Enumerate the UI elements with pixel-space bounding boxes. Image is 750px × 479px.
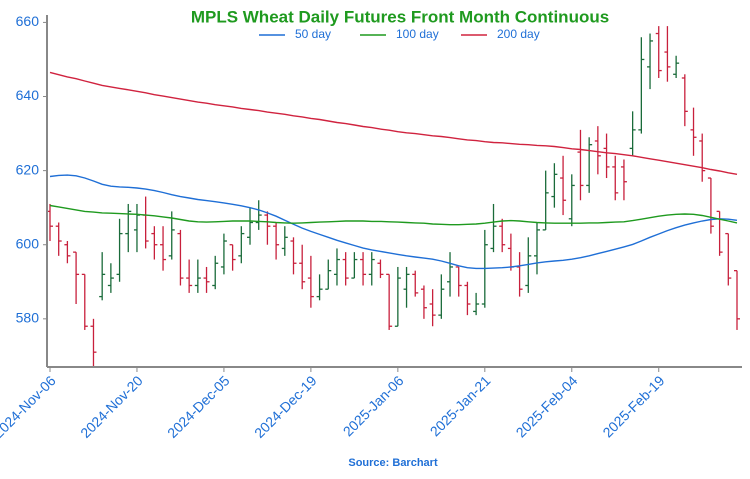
x-tick-label: 2025-Feb-19: [599, 372, 667, 440]
chart-title: MPLS Wheat Daily Futures Front Month Con…: [191, 7, 609, 26]
x-tick-label: 2024-Dec-19: [251, 372, 320, 441]
y-tick-label: 580: [16, 310, 40, 326]
y-tick-label: 660: [16, 13, 40, 29]
legend-label: 50 day: [295, 27, 331, 41]
x-tick-label: 2024-Dec-05: [164, 372, 233, 441]
ma-line: [49, 71, 738, 175]
x-tick-label: 2025-Jan-21: [427, 372, 494, 439]
legend-label: 200 day: [497, 27, 540, 41]
x-tick-label: 2024-Nov-20: [77, 372, 146, 441]
y-tick-label: 600: [16, 235, 40, 251]
ma-line: [49, 174, 738, 270]
y-tick-label: 640: [16, 87, 40, 103]
x-tick-label: 2025-Feb-04: [513, 372, 581, 440]
source: Source: Barchart: [348, 457, 438, 469]
y-tick-label: 620: [16, 161, 40, 177]
x-tick-label: 2024-Nov-06: [0, 372, 59, 441]
x-tick-label: 2025-Jan-06: [340, 372, 407, 439]
legend-label: 100 day: [396, 27, 439, 41]
ma-line: [49, 204, 738, 226]
